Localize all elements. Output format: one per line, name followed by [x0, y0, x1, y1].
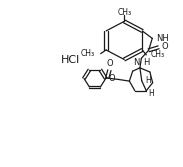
Text: H: H	[145, 76, 151, 85]
Text: HCl: HCl	[61, 55, 80, 65]
Text: O: O	[109, 74, 116, 84]
Text: CH₃: CH₃	[81, 49, 95, 58]
Text: O: O	[107, 58, 113, 67]
Text: N: N	[133, 58, 139, 67]
Text: O: O	[161, 42, 168, 51]
Text: H: H	[148, 89, 154, 98]
Text: NH: NH	[156, 34, 169, 43]
Text: H: H	[143, 58, 149, 67]
Text: CH₃: CH₃	[117, 8, 131, 17]
Text: CH₃: CH₃	[151, 50, 165, 59]
